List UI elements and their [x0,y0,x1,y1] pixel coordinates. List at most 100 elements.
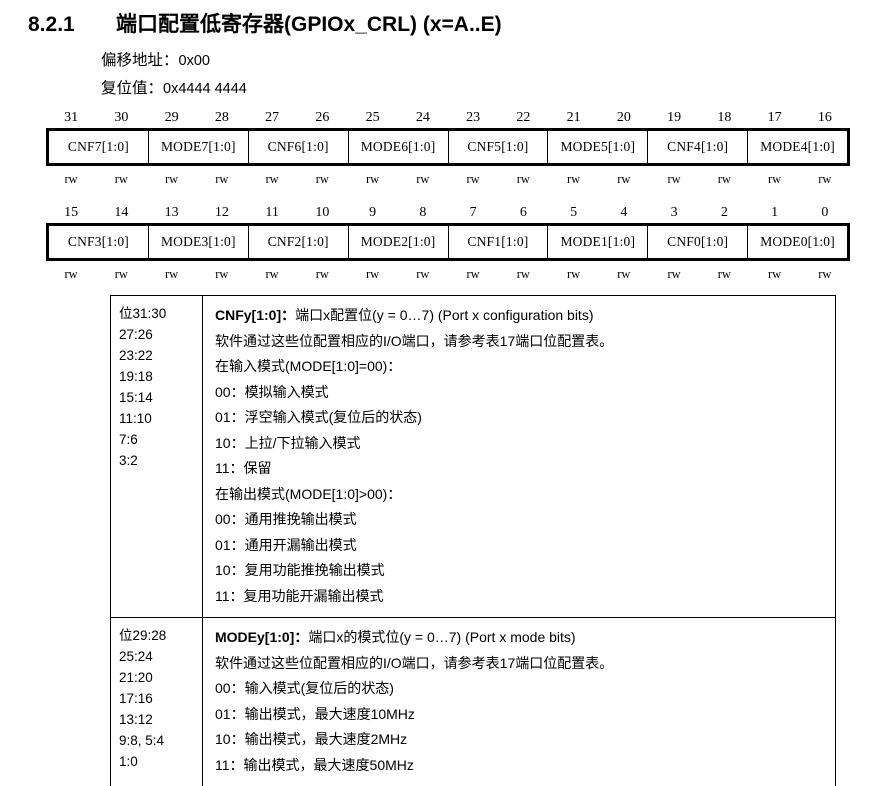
bit-field-cell: CNF7[1:0] [49,131,149,163]
bit-number-row: 31 30 29 28 27 26 25 24 23 22 21 20 19 1… [46,108,850,127]
bit-position: 25:24 [119,649,153,664]
bit-position: 3:2 [119,453,138,468]
access-label: rw [516,267,530,281]
bit-description-table: 位31:30 27:26 23:22 19:18 15:14 11:10 7:6… [110,295,836,786]
bit-field-row: CNF3[1:0] MODE3[1:0] CNF2[1:0] MODE2[1:0… [46,223,850,261]
description-line: 软件通过这些位配置相应的I/O端口，请参考表17端口位配置表。 [215,654,614,671]
bit-field-cell: CNF2[1:0] [249,226,349,258]
bit-number: 30 [114,110,129,125]
bit-position-column: 位31:30 27:26 23:22 19:18 15:14 11:10 7:6… [111,296,203,617]
access-label: rw [617,267,631,281]
bit-number: 14 [114,205,129,220]
access-row: rw rw rw rw rw rw rw rw rw rw rw rw rw r… [46,169,850,189]
access-label: rw [768,267,782,281]
access-label: rw [315,172,329,186]
bit-field-cell: CNF1[1:0] [449,226,549,258]
bit-position: 17:16 [119,691,153,706]
bit-number: 21 [566,110,581,125]
bit-field-cell: CNF5[1:0] [449,131,549,163]
reset-value-value: 0x4444 4444 [163,81,247,97]
access-label: rw [768,172,782,186]
field-title-rest: 端口x的模式位(y = 0…7) (Port x mode bits) [308,629,576,645]
bit-number: 25 [365,110,380,125]
description-line: 00：模拟输入模式 [215,383,329,400]
section-heading: 8.2.1 端口配置低寄存器(GPIOx_CRL) (x=A..E) [28,8,502,38]
bit-position: 15:14 [119,390,153,405]
description-line: 10：输出模式，最大速度2MHz [215,731,408,747]
description-line: 00：通用推挽输出模式 [215,511,357,527]
bit-number: 20 [616,110,631,125]
description-line: 01：浮空输入模式(复位后的状态) [215,409,422,425]
bit-number: 17 [767,110,782,125]
bit-field-cell: CNF0[1:0] [648,226,749,258]
bit-number: 24 [415,110,430,125]
bit-field-cell: CNF3[1:0] [49,226,149,258]
description-line: 00：输入模式(复位后的状态) [215,680,394,696]
bit-number: 7 [469,205,477,220]
access-label: rw [667,172,681,186]
bit-number: 19 [667,110,682,125]
reset-value-line: 复位值：0x4444 4444 [101,76,247,98]
description-line: 软件通过这些位配置相应的I/O端口，请参考表17端口位配置表。 [215,332,614,349]
bit-number: 15 [64,205,79,220]
bit-field-cell: CNF4[1:0] [648,131,749,163]
bit-number: 4 [620,205,628,220]
bit-field-cell: CNF6[1:0] [249,131,349,163]
section-title: 端口配置低寄存器(GPIOx_CRL) (x=A..E) [116,13,502,36]
access-label: rw [567,172,581,186]
description-line: 11：保留 [215,460,272,476]
access-label: rw [265,267,279,281]
access-label: rw [366,267,380,281]
bit-number: 0 [821,205,829,220]
access-label: rw [315,267,329,281]
bit-description-column: CNFy[1:0]：端口x配置位(y = 0…7) (Port x config… [203,296,835,617]
description-line: 在输入模式(MODE[1:0]=00)： [215,358,402,374]
access-label: rw [818,172,832,186]
description-title: MODEy[1:0]：端口x的模式位(y = 0…7) (Port x mode… [215,625,835,651]
field-title-rest: 端口x配置位(y = 0…7) (Port x configuration bi… [295,307,594,323]
field-name: MODEy[1:0]： [215,629,309,645]
bit-field-cell: MODE6[1:0] [349,131,449,163]
description-title: CNFy[1:0]：端口x配置位(y = 0…7) (Port x config… [215,303,835,329]
description-line: 在输出模式(MODE[1:0]>00)： [215,485,402,502]
bit-position: 21:20 [119,670,153,685]
bit-number: 12 [214,205,229,220]
bit-field-cell: MODE5[1:0] [548,131,649,163]
description-line: 01：通用开漏输出模式 [215,536,357,553]
bit-number: 22 [516,110,531,125]
register-bitmap-low: 15 14 13 12 11 10 9 8 7 6 5 4 3 2 1 0 CN… [46,203,850,284]
bit-number: 28 [214,110,229,125]
bit-description-column: MODEy[1:0]：端口x的模式位(y = 0…7) (Port x mode… [203,618,835,786]
bit-number: 2 [720,205,728,220]
bit-number: 23 [466,110,481,125]
bit-position: 19:18 [119,369,153,384]
bit-position: 27:26 [119,327,153,342]
access-label: rw [466,172,480,186]
offset-address-line: 偏移地址：0x00 [101,48,210,70]
access-label: rw [64,267,78,281]
access-label: rw [366,172,380,186]
bit-position: 7:6 [119,432,138,447]
bit-field-cell: MODE3[1:0] [149,226,249,258]
access-label: rw [215,267,229,281]
access-label: rw [466,267,480,281]
bit-field-row: CNF7[1:0] MODE7[1:0] CNF6[1:0] MODE6[1:0… [46,128,850,166]
description-line: 10：上拉/下拉输入模式 [215,434,361,451]
access-label: rw [165,267,179,281]
access-label: rw [265,172,279,186]
bit-position: 13:12 [119,712,153,727]
table-row: 位31:30 27:26 23:22 19:18 15:14 11:10 7:6… [111,296,835,618]
access-label: rw [165,172,179,186]
bit-number: 26 [315,110,330,125]
bit-field-cell: MODE7[1:0] [149,131,249,163]
field-name: CNFy[1:0]： [215,307,296,323]
bit-number: 5 [570,205,578,220]
offset-address-value: 0x00 [178,53,210,69]
access-label: rw [64,172,78,186]
description-line: 11：复用功能开漏输出模式 [215,587,384,604]
bit-number: 27 [265,110,280,125]
access-label: rw [567,267,581,281]
bit-number: 6 [519,205,527,220]
description-line: 01：输出模式，最大速度10MHz [215,705,415,722]
bit-position: 23:22 [119,348,153,363]
